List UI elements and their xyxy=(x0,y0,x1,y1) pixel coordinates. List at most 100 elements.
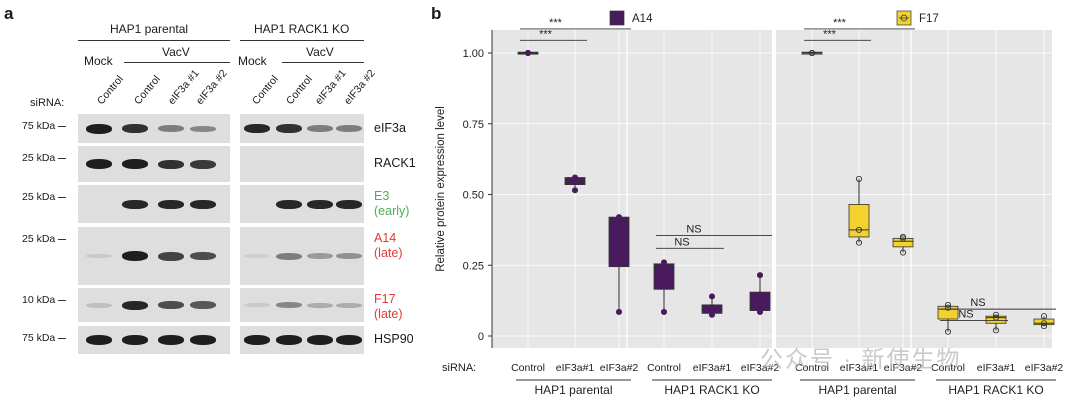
vacv-underline-rack1ko xyxy=(282,62,364,63)
blot-band xyxy=(158,251,184,261)
protein-label: E3 (early) xyxy=(374,189,410,218)
kda-marker: 25 kDa xyxy=(22,233,66,245)
data-point xyxy=(944,301,952,308)
blot-band xyxy=(276,199,302,209)
data-point xyxy=(708,308,716,315)
x-group-label: HAP1 RACK1 KO xyxy=(664,383,759,397)
protein-label: RACK1 xyxy=(374,156,416,170)
blot-band xyxy=(307,302,333,308)
lane-label: Control xyxy=(94,73,126,107)
x-axis-prefix: siRNA: xyxy=(442,362,476,374)
lane-label: Control xyxy=(283,73,315,107)
data-point xyxy=(615,214,623,221)
blot-band xyxy=(158,125,184,132)
blot-band xyxy=(244,335,270,345)
data-point xyxy=(1040,313,1048,320)
y-tick-label: 1.00 xyxy=(463,48,484,60)
data-point xyxy=(571,187,579,194)
x-tick-label: Control xyxy=(511,362,545,374)
blot-band xyxy=(307,335,333,345)
blot-band xyxy=(122,251,148,261)
lane-label: Control xyxy=(249,73,281,107)
data-point xyxy=(944,304,952,311)
box xyxy=(848,204,870,238)
x-tick-label: eIF3a#2 xyxy=(884,362,923,374)
data-point xyxy=(1040,323,1048,330)
blot-band xyxy=(122,300,148,310)
blot-band xyxy=(244,124,270,133)
data-point xyxy=(571,174,579,181)
group-label-rack1ko: HAP1 RACK1 KO xyxy=(254,22,350,36)
blot-band xyxy=(86,254,112,258)
x-group-label: HAP1 RACK1 KO xyxy=(948,383,1043,397)
mock-label-parental: Mock xyxy=(84,54,113,68)
protein-label: F17 (late) xyxy=(374,292,403,321)
box xyxy=(985,315,1007,324)
data-point xyxy=(1040,320,1048,327)
boxplot-chart: 0 0.25 0.50 0.75 1.00 Relative protein expres… xyxy=(435,10,1064,397)
data-point xyxy=(855,226,863,233)
data-point xyxy=(899,233,907,240)
sirna-label-blot: siRNA: xyxy=(30,97,65,109)
blot-band xyxy=(122,335,148,345)
protein-label: A14 (late) xyxy=(374,231,403,260)
blot-band xyxy=(158,335,184,345)
lane-label: Control xyxy=(131,73,163,107)
legend-label: A14 xyxy=(632,13,653,25)
data-point xyxy=(756,306,764,313)
data-point xyxy=(808,49,816,57)
blot-band xyxy=(244,303,270,307)
blot-band xyxy=(122,199,148,209)
blot-band xyxy=(276,302,302,308)
blot-band xyxy=(122,159,148,169)
data-point xyxy=(615,308,623,315)
blot-band xyxy=(336,125,362,132)
blot-band xyxy=(190,159,216,169)
blot-band xyxy=(86,302,112,308)
watermark-text: 公众号 · 新使生物 xyxy=(760,346,962,372)
blot-band xyxy=(336,199,362,209)
blot-band xyxy=(86,159,112,169)
blot-band xyxy=(336,253,362,259)
blot-band xyxy=(276,335,302,345)
significance-label: NS xyxy=(674,236,689,248)
blot-band xyxy=(158,159,184,169)
x-tick-label: eIF3a#1 xyxy=(693,362,732,374)
blot-band xyxy=(336,335,362,345)
mock-label-rack1ko: Mock xyxy=(238,54,267,68)
significance-label: *** xyxy=(823,28,837,40)
kda-marker: 75 kDa xyxy=(22,120,66,132)
legend-swatch-point xyxy=(900,14,908,22)
vacv-label-parental: VacV xyxy=(162,45,190,59)
panel-a-label: a xyxy=(4,4,14,23)
significance-label: NS xyxy=(686,224,701,236)
protein-label: eIF3a xyxy=(374,120,406,135)
blot-band xyxy=(86,123,112,134)
x-group-label: HAP1 parental xyxy=(534,383,612,397)
protein-sublabel: (late) xyxy=(374,307,403,321)
data-point xyxy=(944,328,952,335)
data-point xyxy=(708,293,716,300)
x-group-label: HAP1 parental xyxy=(818,383,896,397)
kda-marker: 25 kDa xyxy=(22,191,66,203)
blot-band xyxy=(307,199,333,209)
significance-label: NS xyxy=(970,297,985,309)
blot-band xyxy=(158,301,184,309)
data-point xyxy=(899,249,907,256)
blot-band xyxy=(122,124,148,133)
blot-band xyxy=(276,252,302,260)
blot-band xyxy=(307,125,333,132)
plot-panel-bg xyxy=(776,30,1052,348)
y-tick-label: 0.25 xyxy=(463,260,484,272)
x-tick-label: eIF3a#2 xyxy=(600,362,639,374)
kda-marker: 25 kDa xyxy=(22,152,66,164)
x-tick-label: eIF3a#2 xyxy=(1025,362,1064,374)
data-point xyxy=(524,49,532,57)
blot-band xyxy=(276,124,302,133)
blot-band xyxy=(244,254,270,258)
protein-sublabel: (early) xyxy=(374,204,410,218)
x-tick-label: eIF3a#1 xyxy=(556,362,595,374)
blot-band xyxy=(307,253,333,259)
blot-band xyxy=(190,252,216,260)
data-point xyxy=(855,175,863,182)
